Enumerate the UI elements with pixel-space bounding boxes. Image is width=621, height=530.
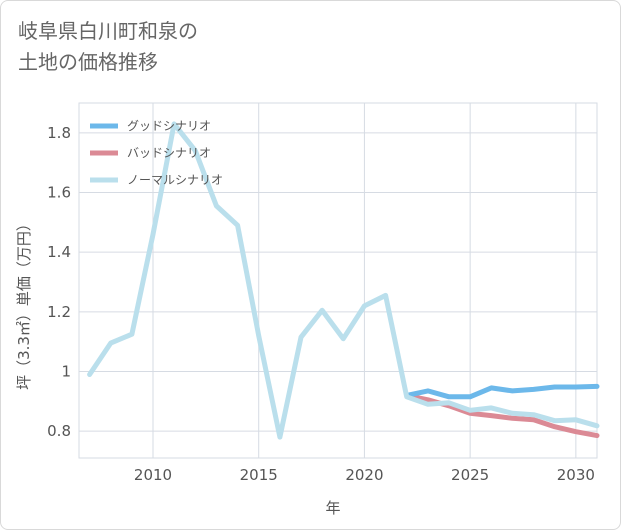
title-line-1: 岐阜県白川町和泉の <box>18 19 198 43</box>
y-tick-label: 1.8 <box>47 124 71 142</box>
tick-labels: 0.8 1 1.2 1.4 1.6 1.8 2010 2015 2020 2025 2030 <box>47 124 595 484</box>
y-tick-label: 1.4 <box>47 243 71 261</box>
x-axis-label: 年 <box>325 499 340 517</box>
title-line-2: 土地の価格推移 <box>18 50 158 74</box>
y-tick-label: 1.2 <box>47 303 71 321</box>
chart-title: 岐阜県白川町和泉の 土地の価格推移 <box>18 16 378 78</box>
y-tick-label: 1 <box>61 362 71 380</box>
legend-label: バッドシナリオ <box>127 146 211 160</box>
plot-area <box>78 102 598 459</box>
grid-lines <box>78 102 598 459</box>
y-axis-label: 坪（3.3㎡）単価（万円） <box>15 216 33 390</box>
x-tick-label: 2010 <box>134 466 172 484</box>
series-layer <box>87 121 600 440</box>
x-tick-label: 2030 <box>557 466 595 484</box>
y-tick-label: 1.6 <box>47 183 71 201</box>
legend-label: ノーマルシナリオ <box>127 173 223 187</box>
x-tick-label: 2020 <box>345 466 383 484</box>
series-line-2 <box>87 121 600 440</box>
x-tick-label: 2015 <box>240 466 278 484</box>
x-tick-label: 2025 <box>451 466 489 484</box>
y-tick-label: 0.8 <box>47 422 71 440</box>
series-line-0 <box>404 383 600 400</box>
legend-label: グッドシナリオ <box>127 119 211 133</box>
